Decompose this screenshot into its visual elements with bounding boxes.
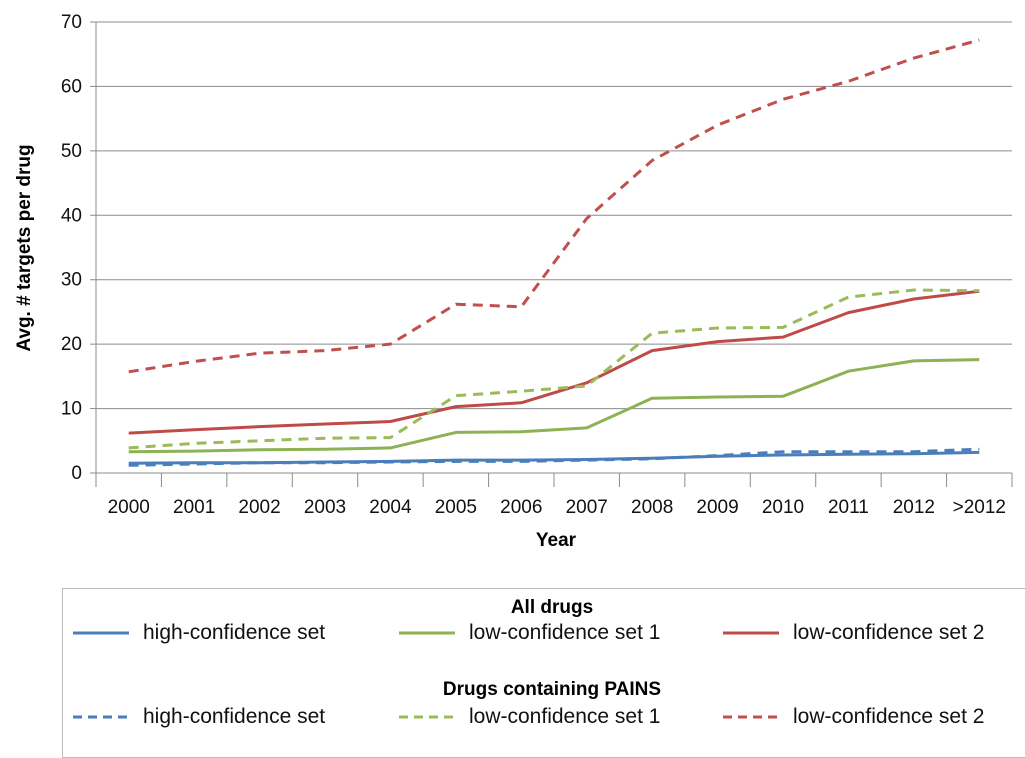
y-tick-label: 30 — [61, 270, 82, 291]
legend-label: low-confidence set 1 — [469, 705, 661, 728]
y-tick-label: 0 — [71, 463, 82, 484]
y-tick-label: 70 — [61, 12, 82, 33]
legend-group-title-all: All drugs — [510, 597, 594, 618]
y-tick-label: 60 — [61, 76, 82, 97]
legend-swatch-solid-red — [723, 631, 779, 635]
x-tick-label: 2008 — [631, 497, 673, 518]
legend-swatch-dashed-green — [399, 715, 455, 719]
x-tick-label: 2007 — [566, 497, 608, 518]
legend-label: high-confidence set — [143, 705, 326, 728]
legend-swatch-solid-blue — [73, 631, 129, 635]
x-tick-label: 2000 — [108, 497, 150, 518]
legend-label: low-confidence set 2 — [793, 705, 985, 728]
x-tick-label: 2004 — [369, 497, 412, 518]
series-line-pains-low-confidence-set-2 — [128, 38, 980, 374]
y-tick-label: 50 — [61, 141, 82, 162]
legend-item-pains-low2: low-confidence set 2 — [723, 705, 984, 729]
legend-label: low-confidence set 1 — [469, 621, 661, 644]
legend-item-all-low2: low-confidence set 2 — [723, 621, 984, 645]
legend-swatch-dashed-red — [723, 715, 779, 719]
legend-group-title-pains: Drugs containing PAINS — [442, 679, 662, 700]
series-line-all-low-confidence-set-2 — [128, 289, 980, 435]
x-tick-label: 2003 — [304, 497, 346, 518]
series-line-all-low-confidence-set-1 — [128, 358, 980, 454]
y-tick-label: 10 — [61, 399, 82, 420]
y-tick-label: 20 — [61, 334, 82, 355]
y-tick-label: 40 — [61, 205, 82, 226]
x-tick-label: 2001 — [173, 497, 215, 518]
x-tick-label: 2011 — [828, 497, 869, 518]
x-tick-label: 2012 — [893, 497, 935, 518]
series-lines — [128, 38, 980, 467]
y-tick-labels: 0 10 20 30 40 50 60 70 — [61, 12, 82, 484]
legend-item-all-low1: low-confidence set 1 — [399, 621, 660, 645]
series-line-pains-low-confidence-set-1 — [128, 288, 980, 450]
legend-item-pains-low1: low-confidence set 1 — [399, 705, 660, 729]
gridlines — [96, 21, 1012, 410]
x-tick-label: 2002 — [238, 497, 280, 518]
legend: All drugs high-confidence set low-confid… — [62, 588, 1025, 758]
legend-swatch-solid-green — [399, 631, 455, 635]
axes — [90, 21, 1013, 487]
x-tick-label: 2010 — [762, 497, 804, 518]
x-axis-title: Year — [536, 530, 577, 551]
legend-swatch-dashed-blue — [73, 715, 129, 719]
legend-label: high-confidence set — [143, 621, 326, 644]
series-line-pains-high-confidence-set — [128, 447, 980, 467]
legend-label: low-confidence set 2 — [793, 621, 985, 644]
x-tick-label: 2009 — [696, 497, 738, 518]
legend-item-all-high: high-confidence set — [73, 621, 325, 645]
legend-item-pains-high: high-confidence set — [73, 705, 325, 729]
line-chart: 0 10 20 30 40 50 60 70 2000 2001 2002 2003 2004 2005… — [14, 12, 1013, 551]
x-tick-label: >2012 — [953, 497, 1006, 518]
x-tick-label: 2005 — [435, 497, 477, 518]
y-axis-title: Avg. # targets per drug — [14, 144, 35, 351]
x-tick-label: 2006 — [500, 497, 542, 518]
x-tick-labels: 2000 2001 2002 2003 2004 2005 2006 2007 2008 2009… — [108, 497, 1006, 518]
